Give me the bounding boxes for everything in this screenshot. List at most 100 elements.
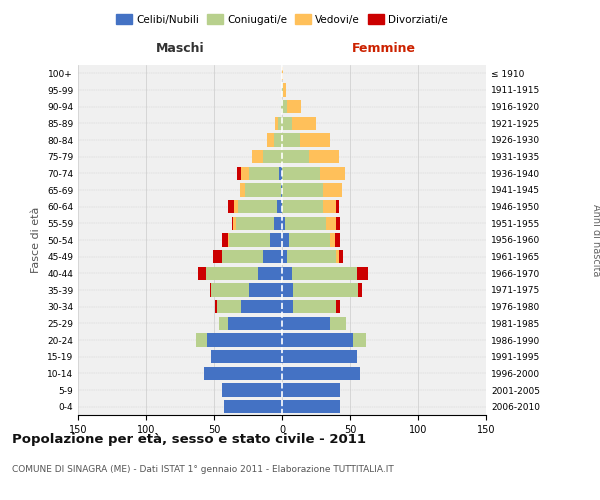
Bar <box>287 100 301 114</box>
Bar <box>207 334 282 346</box>
Bar <box>240 184 245 196</box>
Bar <box>309 150 339 164</box>
Bar <box>320 166 344 180</box>
Bar <box>274 134 282 146</box>
Bar <box>282 150 309 164</box>
Y-axis label: Fasce di età: Fasce di età <box>31 207 41 273</box>
Bar <box>282 400 340 413</box>
Bar <box>227 200 235 213</box>
Bar <box>282 134 299 146</box>
Bar <box>282 334 353 346</box>
Bar <box>263 150 282 164</box>
Bar <box>232 216 233 230</box>
Bar <box>211 350 282 364</box>
Bar <box>292 266 357 280</box>
Bar <box>279 166 282 180</box>
Bar <box>282 184 323 196</box>
Bar <box>353 334 367 346</box>
Bar <box>217 300 241 314</box>
Bar <box>227 316 282 330</box>
Bar <box>293 300 337 314</box>
Bar <box>222 250 263 264</box>
Bar <box>241 300 282 314</box>
Bar <box>337 200 339 213</box>
Text: COMUNE DI SINAGRA (ME) - Dati ISTAT 1° gennaio 2011 - Elaborazione TUTTITALIA.IT: COMUNE DI SINAGRA (ME) - Dati ISTAT 1° g… <box>12 466 394 474</box>
Bar <box>337 216 340 230</box>
Bar <box>292 116 316 130</box>
Text: Popolazione per età, sesso e stato civile - 2011: Popolazione per età, sesso e stato civil… <box>12 432 366 446</box>
Bar <box>282 250 287 264</box>
Bar <box>245 184 281 196</box>
Bar <box>211 284 250 296</box>
Bar <box>339 250 343 264</box>
Bar <box>282 116 292 130</box>
Legend: Celibi/Nubili, Coniugati/e, Vedovi/e, Divorziati/e: Celibi/Nubili, Coniugati/e, Vedovi/e, Di… <box>112 10 452 29</box>
Bar <box>233 216 236 230</box>
Bar <box>337 300 340 314</box>
Bar <box>282 66 283 80</box>
Bar <box>357 266 368 280</box>
Bar <box>282 316 329 330</box>
Bar <box>299 134 329 146</box>
Bar <box>282 266 292 280</box>
Bar <box>220 316 227 330</box>
Bar <box>205 366 282 380</box>
Bar <box>278 116 282 130</box>
Bar <box>277 200 282 213</box>
Bar <box>282 234 289 246</box>
Bar <box>285 216 326 230</box>
Bar <box>335 234 340 246</box>
Bar <box>224 400 282 413</box>
Bar <box>358 284 362 296</box>
Bar <box>282 350 357 364</box>
Text: Femmine: Femmine <box>352 42 416 55</box>
Bar <box>282 366 359 380</box>
Bar <box>227 234 229 246</box>
Bar <box>215 300 217 314</box>
Bar <box>326 216 337 230</box>
Bar <box>329 316 346 330</box>
Bar <box>329 234 335 246</box>
Text: Anni di nascita: Anni di nascita <box>591 204 600 276</box>
Bar <box>238 200 277 213</box>
Bar <box>263 250 282 264</box>
Bar <box>282 166 320 180</box>
Bar <box>236 216 274 230</box>
Bar <box>267 134 274 146</box>
Text: Maschi: Maschi <box>155 42 205 55</box>
Bar <box>289 234 329 246</box>
Bar <box>323 184 342 196</box>
Bar <box>235 200 238 213</box>
Bar <box>282 284 293 296</box>
Bar <box>281 184 282 196</box>
Bar <box>283 84 286 96</box>
Bar <box>197 266 206 280</box>
Bar <box>250 166 279 180</box>
Bar <box>250 284 282 296</box>
Bar <box>210 284 211 296</box>
Bar <box>323 200 337 213</box>
Bar <box>237 166 241 180</box>
Bar <box>257 266 282 280</box>
Bar <box>229 234 270 246</box>
Bar <box>252 150 263 164</box>
Bar <box>275 116 278 130</box>
Bar <box>282 216 285 230</box>
Bar <box>282 300 293 314</box>
Bar <box>282 84 283 96</box>
Bar <box>281 100 282 114</box>
Bar <box>282 100 287 114</box>
Bar <box>282 384 340 396</box>
Bar <box>337 250 339 264</box>
Bar <box>241 166 250 180</box>
Bar <box>293 284 358 296</box>
Bar <box>196 334 207 346</box>
Bar <box>274 216 282 230</box>
Bar <box>212 250 222 264</box>
Bar <box>206 266 257 280</box>
Bar <box>222 234 227 246</box>
Bar <box>270 234 282 246</box>
Bar <box>222 384 282 396</box>
Bar <box>282 200 323 213</box>
Bar <box>287 250 337 264</box>
